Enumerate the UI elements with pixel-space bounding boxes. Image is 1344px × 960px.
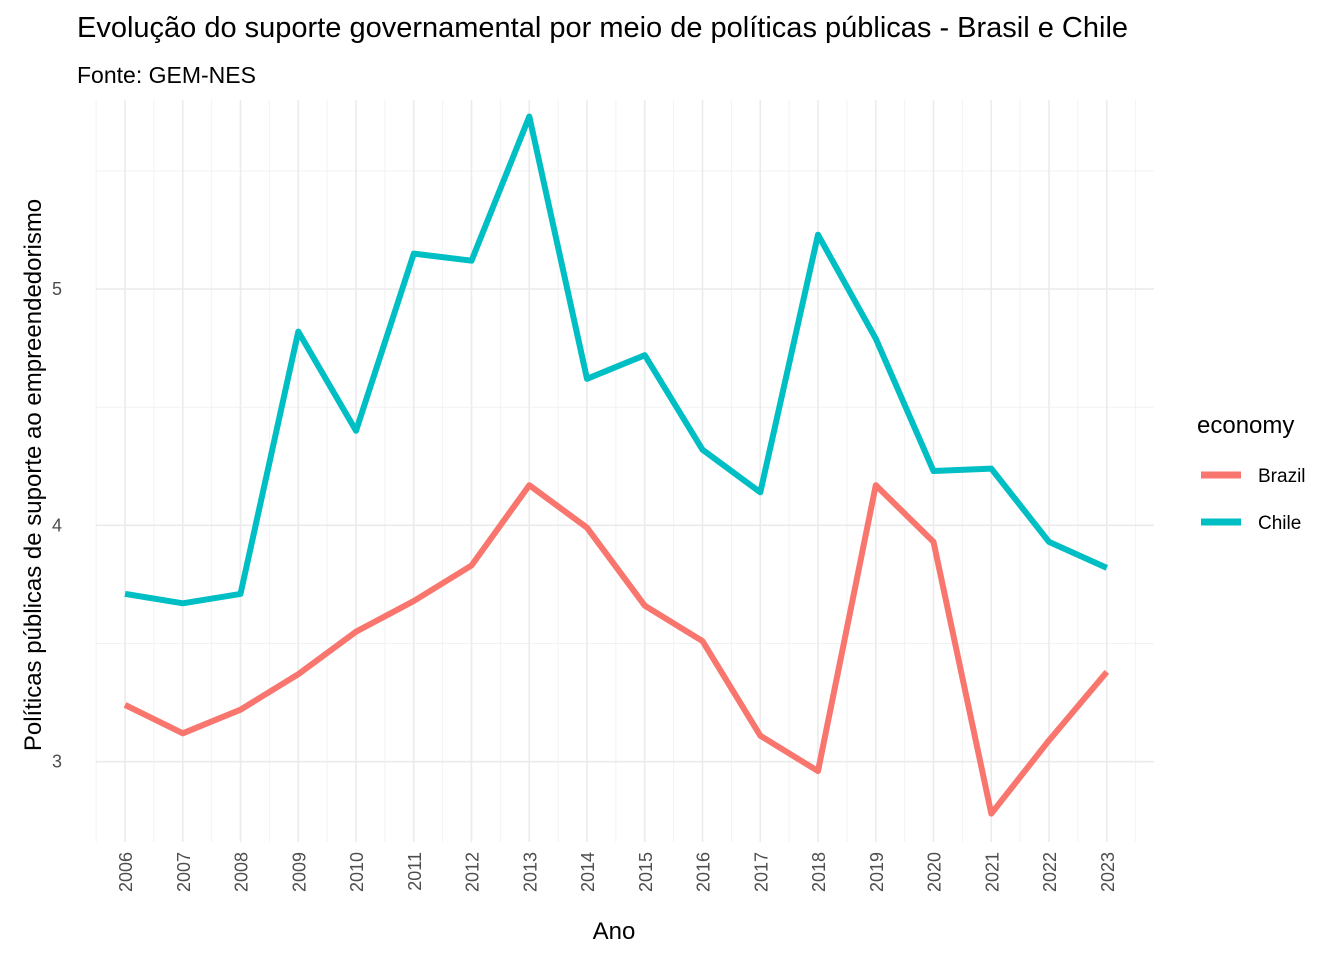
- x-tick-label: 2011: [405, 852, 425, 891]
- x-tick-label: 2008: [232, 852, 252, 892]
- x-tick-label: 2010: [347, 852, 367, 892]
- x-axis-ticks: 2006 2007 2008 2009 2010 2011 2012 2013 2014 2015…: [116, 852, 1118, 892]
- series-line-brazil: [123, 482, 1110, 817]
- x-tick-label: 2023: [1098, 852, 1118, 892]
- series-lines: [123, 113, 1110, 817]
- chart-title: Evolução do suporte governamental por me…: [77, 12, 1129, 44]
- x-axis-title: Ano: [593, 918, 636, 945]
- x-tick-label: 2017: [751, 852, 771, 892]
- legend-title: economy: [1197, 412, 1294, 439]
- x-tick-label: 2006: [116, 852, 136, 892]
- x-tick-label: 2021: [982, 852, 1002, 892]
- x-tick-label: 2022: [1040, 852, 1060, 892]
- x-tick-label: 2012: [463, 852, 483, 892]
- chart-subtitle: Fonte: GEM-NES: [77, 62, 256, 88]
- x-tick-label: 2016: [694, 852, 714, 892]
- x-tick-label: 2013: [520, 852, 540, 892]
- x-tick-label: 2020: [925, 852, 945, 892]
- x-tick-label: 2018: [809, 852, 829, 892]
- y-axis-ticks: 3 4 5: [52, 279, 62, 772]
- series-line-chile: [124, 113, 1109, 607]
- y-tick-label: 5: [52, 279, 62, 299]
- x-tick-label: 2007: [174, 852, 194, 892]
- legend: economy Brazil Chile: [1197, 412, 1306, 534]
- legend-label-brazil: Brazil: [1258, 466, 1306, 487]
- x-tick-label: 2014: [578, 852, 598, 892]
- legend-label-chile: Chile: [1258, 513, 1301, 534]
- y-tick-label: 4: [52, 515, 62, 535]
- x-tick-label: 2019: [867, 852, 887, 892]
- x-tick-label: 2009: [289, 852, 309, 892]
- x-tick-label: 2015: [636, 852, 656, 892]
- y-tick-label: 3: [52, 752, 62, 772]
- y-axis-title: Políticas públicas de suporte ao empreen…: [20, 199, 47, 751]
